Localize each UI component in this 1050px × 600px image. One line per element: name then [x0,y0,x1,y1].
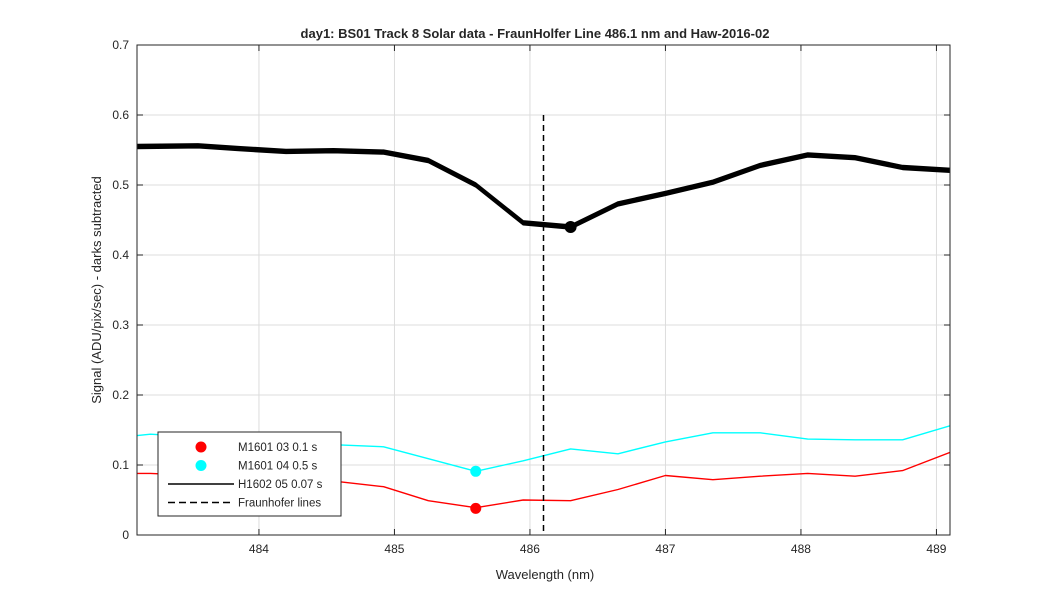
legend-marker-icon [195,460,207,471]
series-marker [470,502,482,514]
legend: M1601 03 0.1 s M1601 04 0.5 s H1602 05 0.0… [157,431,342,517]
series-line-trace [137,145,950,228]
series-line-trace [137,144,950,227]
x-tick-label: 488 [791,542,811,556]
y-tick-label: 0.7 [112,38,129,52]
series-line-trace [137,146,950,229]
legend-box [157,431,342,517]
y-tick-label: 0 [122,528,129,542]
plot-border [136,44,951,536]
legend-item: M1601 04 0.5 s [195,460,318,473]
series-marker [564,221,577,233]
y-tick-label: 0.2 [112,388,129,402]
legend-item: M1601 03 0.1 s [195,441,318,454]
series-line-trace [137,143,950,226]
legend-item: H1602 05 0.07 s [168,479,323,491]
y-axis-label: Signal (ADU/pix/sec) - darks subtracted [89,176,104,404]
x-tick-label: 485 [384,542,404,556]
y-tick-label: 0.4 [112,248,129,262]
legend-label: Fraunhofer lines [238,498,321,510]
series-line-trace [137,147,950,230]
y-tick-label: 0.1 [112,458,129,472]
y-tick-label: 0.5 [112,178,129,192]
x-axis-label: Wavelength (nm) [496,567,595,582]
x-tick-label: 489 [926,542,946,556]
legend-item: Fraunhofer lines [168,498,321,510]
axis-ticks: 484 485 486 487 488 489 0 0.1 0.2 0.3 0.4 0.5 0.6 0.7 [112,38,950,556]
x-tick-label: 486 [520,542,540,556]
chart-title: day1: BS01 Track 8 Solar data - FraunHol… [301,26,770,41]
legend-label: M1601 03 0.1 s [238,442,318,454]
x-tick-label: 484 [249,542,269,556]
x-tick-label: 487 [655,542,675,556]
y-tick-label: 0.6 [112,108,129,122]
legend-marker-icon [195,441,207,453]
y-tick-label: 0.3 [112,318,129,332]
legend-label: H1602 05 0.07 s [238,479,323,491]
series-marker [470,465,482,477]
legend-label: M1601 04 0.5 s [238,461,318,473]
